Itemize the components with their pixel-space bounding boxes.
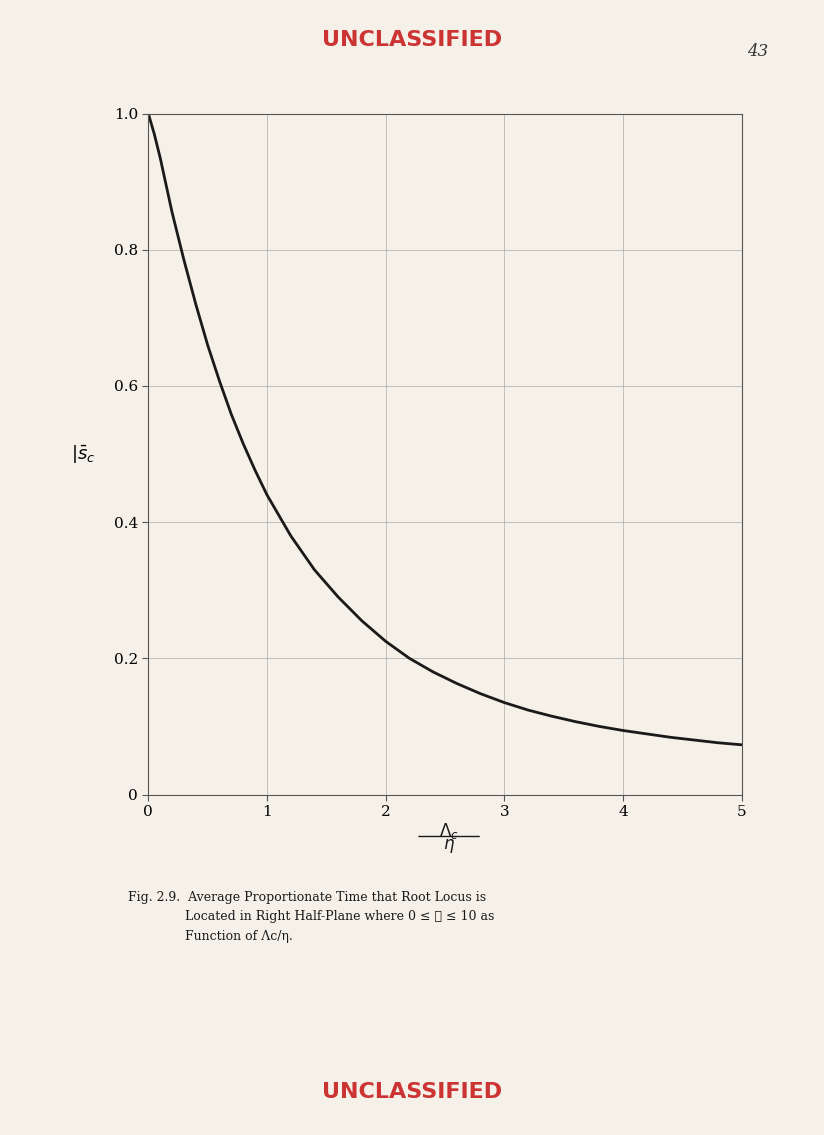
Text: 43: 43 xyxy=(747,43,769,59)
Text: Fig. 2.9.  Average Proportionate Time that Root Locus is: Fig. 2.9. Average Proportionate Time tha… xyxy=(128,891,486,903)
Text: UNCLASSIFIED: UNCLASSIFIED xyxy=(322,1082,502,1102)
Text: $\eta$: $\eta$ xyxy=(443,836,455,855)
Text: $\Lambda_c$: $\Lambda_c$ xyxy=(439,821,459,841)
Text: Function of Λc/η.: Function of Λc/η. xyxy=(185,930,293,942)
Text: Located in Right Half-Plane where 0 ≤ ℓ ≤ 10 as: Located in Right Half-Plane where 0 ≤ ℓ … xyxy=(185,910,494,923)
Text: $|\bar{s}_c$: $|\bar{s}_c$ xyxy=(71,443,96,465)
Text: UNCLASSIFIED: UNCLASSIFIED xyxy=(322,30,502,50)
